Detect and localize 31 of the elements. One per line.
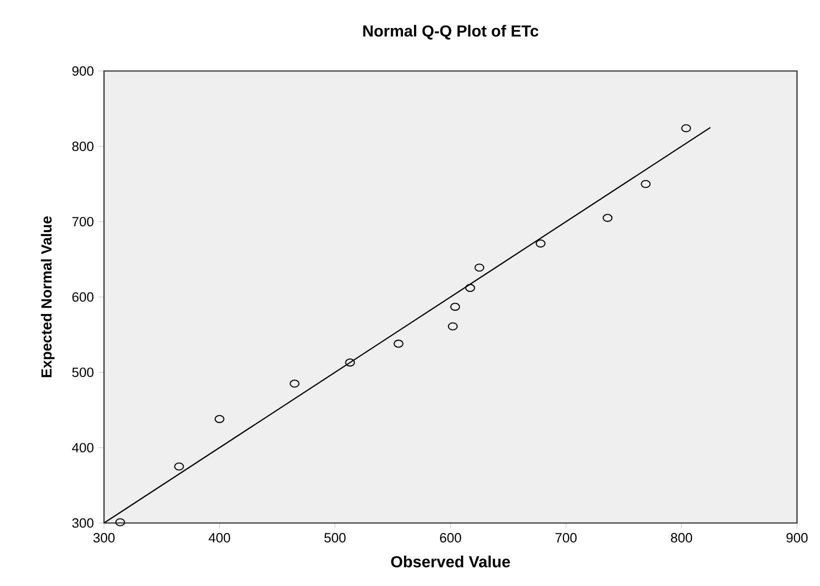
y-tick-label: 300 (72, 518, 94, 528)
point (536, 239, 546, 248)
x-tick-label: 900 (786, 533, 808, 542)
chart-title: Normal Q-Q Plot of ETc (363, 24, 538, 40)
point (474, 264, 484, 272)
x-tick-label: 800 (670, 533, 692, 542)
point (640, 180, 651, 188)
x-axis-title: Observed Value (391, 556, 510, 568)
point (214, 414, 224, 424)
x-tick-label: 400 (208, 533, 230, 542)
y-tick-label: 500 (72, 368, 94, 378)
x-tick-label: 500 (324, 533, 346, 542)
point (465, 284, 476, 292)
x-tick-label: 600 (440, 533, 462, 542)
point (345, 358, 355, 367)
point (450, 302, 460, 311)
x-tick-label: 300 (93, 533, 115, 542)
x-tick-label: 700 (556, 533, 577, 542)
point (602, 214, 613, 222)
point (115, 518, 126, 526)
y-tick-label: 700 (72, 216, 94, 226)
point (290, 380, 300, 388)
point (394, 340, 404, 348)
y-tick-label: 400 (72, 442, 94, 452)
y-tick-label: 600 (72, 292, 94, 302)
point (448, 322, 458, 330)
y-tick-label: 800 (72, 142, 94, 152)
y-tick-label: 900 (72, 66, 94, 76)
point (681, 124, 692, 132)
y-axis-title: Expected Normal Value (40, 216, 55, 378)
point (174, 462, 184, 471)
